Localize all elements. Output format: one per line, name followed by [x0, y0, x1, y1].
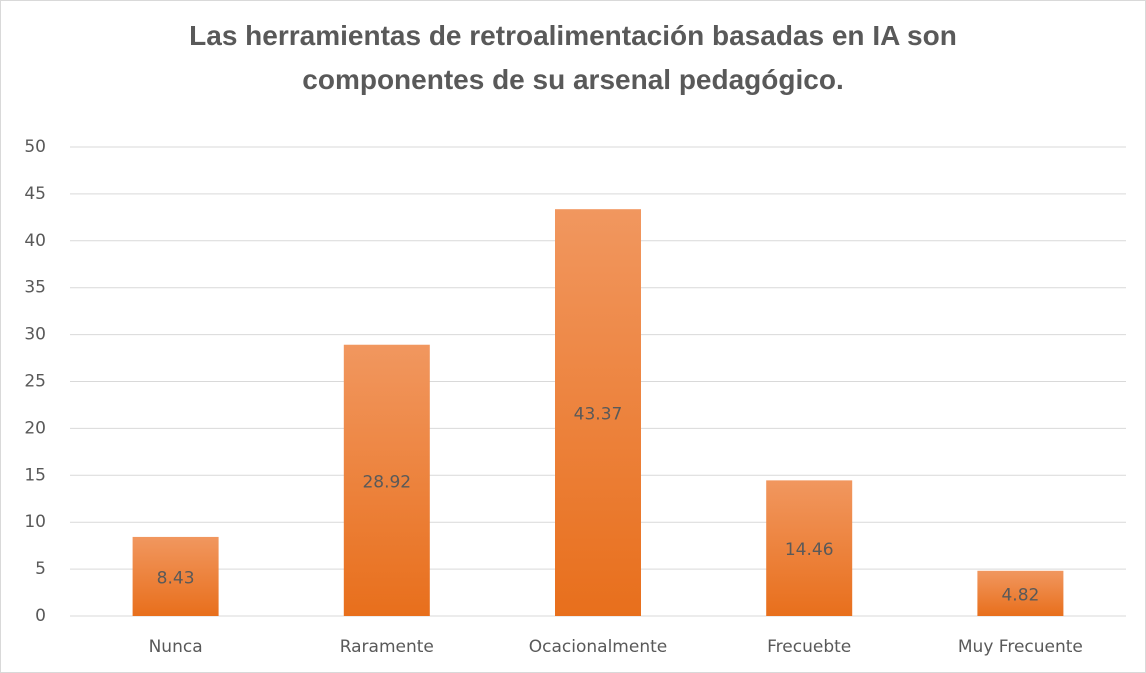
bar — [132, 536, 219, 616]
data-label: 14.46 — [785, 540, 834, 560]
data-label: 8.43 — [157, 568, 195, 588]
y-tick-label: 40 — [24, 231, 46, 251]
x-tick-label: Frecuebte — [767, 637, 851, 657]
x-tick-label: Nunca — [149, 637, 203, 657]
x-tick-label: Ocacionalmente — [529, 637, 667, 657]
y-tick-label: 25 — [24, 372, 46, 392]
x-tick-label: Raramente — [340, 637, 434, 657]
y-tick-label: 45 — [24, 184, 46, 204]
y-tick-label: 10 — [24, 512, 46, 532]
bar — [555, 209, 641, 617]
y-tick-label: 5 — [35, 559, 46, 579]
bar — [766, 480, 853, 616]
x-tick-label: Muy Frecuente — [958, 637, 1083, 657]
chart-title: Las herramientas de retroalimentación ba… — [189, 20, 957, 95]
y-tick-label: 35 — [24, 278, 46, 298]
y-tick-label: 30 — [24, 325, 46, 345]
y-tick-label: 50 — [24, 137, 46, 157]
y-tick-label: 0 — [35, 606, 46, 626]
data-label: 43.37 — [574, 405, 623, 425]
data-label: 28.92 — [362, 472, 411, 492]
y-tick-label: 20 — [24, 418, 46, 438]
y-tick-label: 15 — [24, 465, 46, 485]
data-label: 4.82 — [1001, 585, 1039, 605]
bar — [977, 570, 1064, 616]
bar — [343, 344, 430, 616]
